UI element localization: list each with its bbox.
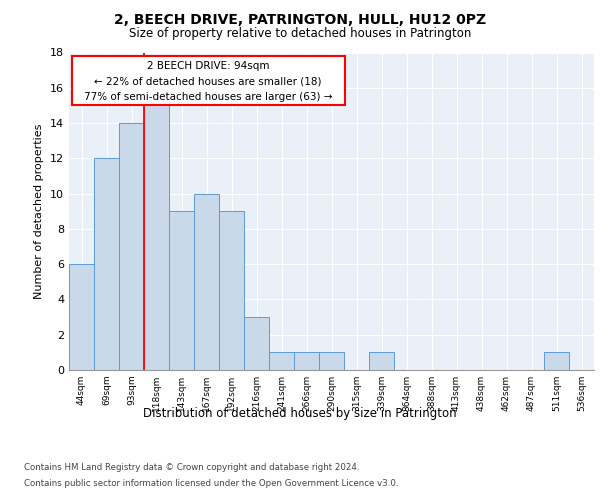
Bar bbox=[244, 317, 269, 370]
Bar bbox=[294, 352, 319, 370]
Bar bbox=[169, 211, 194, 370]
Text: Distribution of detached houses by size in Patrington: Distribution of detached houses by size … bbox=[143, 408, 457, 420]
Text: 2 BEECH DRIVE: 94sqm: 2 BEECH DRIVE: 94sqm bbox=[147, 62, 269, 72]
Bar bbox=[144, 106, 169, 370]
Bar bbox=[219, 211, 244, 370]
Bar bbox=[119, 123, 144, 370]
Y-axis label: Number of detached properties: Number of detached properties bbox=[34, 124, 44, 299]
Text: ← 22% of detached houses are smaller (18): ← 22% of detached houses are smaller (18… bbox=[94, 76, 322, 86]
Text: Contains public sector information licensed under the Open Government Licence v3: Contains public sector information licen… bbox=[24, 479, 398, 488]
Bar bbox=[319, 352, 344, 370]
Text: Size of property relative to detached houses in Patrington: Size of property relative to detached ho… bbox=[129, 28, 471, 40]
Bar bbox=[544, 352, 569, 370]
Bar bbox=[94, 158, 119, 370]
Text: 2, BEECH DRIVE, PATRINGTON, HULL, HU12 0PZ: 2, BEECH DRIVE, PATRINGTON, HULL, HU12 0… bbox=[114, 12, 486, 26]
Bar bbox=[369, 352, 394, 370]
Bar bbox=[194, 194, 219, 370]
Bar bbox=[69, 264, 94, 370]
FancyBboxPatch shape bbox=[71, 56, 344, 105]
Bar bbox=[269, 352, 294, 370]
Text: 77% of semi-detached houses are larger (63) →: 77% of semi-detached houses are larger (… bbox=[84, 92, 332, 102]
Text: Contains HM Land Registry data © Crown copyright and database right 2024.: Contains HM Land Registry data © Crown c… bbox=[24, 462, 359, 471]
